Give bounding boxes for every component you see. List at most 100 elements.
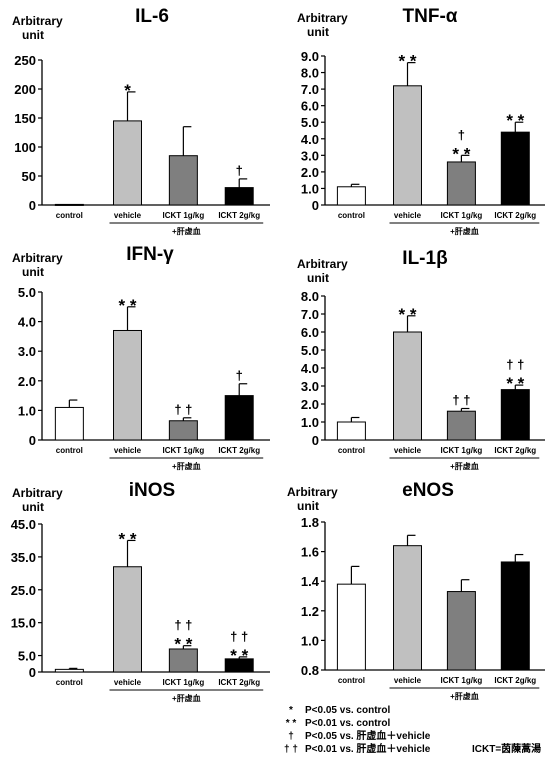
bar xyxy=(393,85,422,206)
y-tick-label: 2.0 xyxy=(301,165,319,180)
group-label: +肝虚血 xyxy=(172,461,201,471)
footnote: ICKT=茵蔯蒿湯 xyxy=(472,742,541,755)
y-tick-label: 5.0 xyxy=(301,115,319,130)
y-tick-label: 7.0 xyxy=(301,307,319,322)
y-tick-label: 1.4 xyxy=(301,574,320,589)
significance-daggers: † xyxy=(236,368,243,383)
y-tick-label: 50 xyxy=(22,169,36,184)
y-tick-label: 1.0 xyxy=(301,633,319,648)
chart-title: iNOS xyxy=(129,480,175,501)
bar xyxy=(336,583,366,671)
legend: * P<0.05 vs. control * * P<0.01 vs. control… xyxy=(284,705,431,755)
y-axis-unit-label: unit xyxy=(307,25,329,39)
y-tick-label: 200 xyxy=(14,82,36,97)
y-tick-label: 3.0 xyxy=(301,379,319,394)
y-tick-label: 0 xyxy=(312,198,319,213)
y-tick-label: 0 xyxy=(29,198,36,213)
y-tick-label: 1.2 xyxy=(301,604,319,619)
bar xyxy=(113,329,142,441)
y-axis-label: Arbitrary xyxy=(297,11,348,25)
y-tick-label: 0 xyxy=(29,665,36,680)
significance-daggers: † † xyxy=(452,393,470,408)
significance-stars: * * xyxy=(230,646,248,665)
significance-stars: * * xyxy=(119,529,137,548)
y-tick-label: 5.0 xyxy=(301,343,319,358)
y-tick-label: 4.0 xyxy=(18,315,36,330)
y-tick-label: 0 xyxy=(312,433,319,448)
bar xyxy=(393,545,422,671)
y-axis-label: Arbitrary xyxy=(12,486,63,500)
bar xyxy=(168,155,198,206)
y-tick-label: 1.0 xyxy=(301,415,319,430)
significance-stars: * * xyxy=(119,296,137,315)
legend-text: P<0.01 vs. control xyxy=(305,718,391,729)
legend-symbol: † xyxy=(288,731,294,742)
y-tick-label: 1.6 xyxy=(301,545,319,560)
y-axis-unit-label: unit xyxy=(22,500,44,514)
category-label: control xyxy=(56,678,83,687)
y-tick-label: 8.0 xyxy=(301,289,319,304)
significance-stars: * * xyxy=(399,305,417,324)
category-label: ICKT 2g/kg xyxy=(218,678,260,687)
bar xyxy=(54,203,84,206)
y-axis-unit-label: unit xyxy=(22,28,44,42)
chart-title: IL-1β xyxy=(402,248,447,269)
category-label: control xyxy=(56,446,83,455)
chart-title: IFN-γ xyxy=(126,244,174,265)
significance-daggers: † † xyxy=(174,618,192,633)
category-label: ICKT 1g/kg xyxy=(162,446,204,455)
y-tick-label: 4.0 xyxy=(301,361,319,376)
category-label: control xyxy=(56,211,83,220)
category-label: vehicle xyxy=(394,211,422,220)
y-tick-label: 100 xyxy=(14,140,36,155)
category-label: ICKT 2g/kg xyxy=(494,211,536,220)
category-label: ICKT 2g/kg xyxy=(218,211,260,220)
y-tick-label: 45.0 xyxy=(11,517,36,532)
y-axis-label: Arbitrary xyxy=(12,14,63,28)
chart-title: TNF-α xyxy=(403,6,458,27)
y-axis-label: Arbitrary xyxy=(12,251,63,265)
category-label: vehicle xyxy=(394,676,422,685)
group-label: +肝虚血 xyxy=(172,226,201,236)
y-tick-label: 5.0 xyxy=(18,285,36,300)
y-tick-label: 6.0 xyxy=(301,325,319,340)
category-label: control xyxy=(338,211,365,220)
category-label: vehicle xyxy=(114,446,142,455)
bar xyxy=(446,410,476,441)
category-label: ICKT 1g/kg xyxy=(441,211,483,220)
y-tick-label: 35.0 xyxy=(11,550,36,565)
y-tick-label: 25.0 xyxy=(11,583,36,598)
bar xyxy=(113,120,142,206)
y-tick-label: 2.0 xyxy=(18,374,36,389)
significance-stars: * * xyxy=(506,111,524,130)
y-tick-label: 15.0 xyxy=(11,616,36,631)
category-label: vehicle xyxy=(114,211,142,220)
bar xyxy=(500,389,530,441)
bar xyxy=(500,131,530,206)
chart-title: eNOS xyxy=(402,480,454,501)
bar xyxy=(54,668,84,673)
y-tick-label: 1.8 xyxy=(301,515,319,530)
y-tick-label: 6.0 xyxy=(301,99,319,114)
group-label: +肝虚血 xyxy=(450,691,479,701)
category-label: ICKT 2g/kg xyxy=(494,446,536,455)
group-label: +肝虚血 xyxy=(172,693,201,703)
category-label: ICKT 2g/kg xyxy=(494,676,536,685)
y-axis-unit-label: unit xyxy=(307,271,329,285)
significance-stars: * * xyxy=(399,52,417,71)
bar xyxy=(446,161,476,206)
bar xyxy=(113,566,142,673)
bar xyxy=(393,331,422,441)
significance-stars: * xyxy=(124,81,131,100)
significance-daggers: † xyxy=(458,127,465,142)
significance-daggers: † † xyxy=(230,629,248,644)
y-tick-label: 9.0 xyxy=(301,49,319,64)
significance-daggers: † xyxy=(236,163,243,178)
category-label: vehicle xyxy=(114,678,142,687)
